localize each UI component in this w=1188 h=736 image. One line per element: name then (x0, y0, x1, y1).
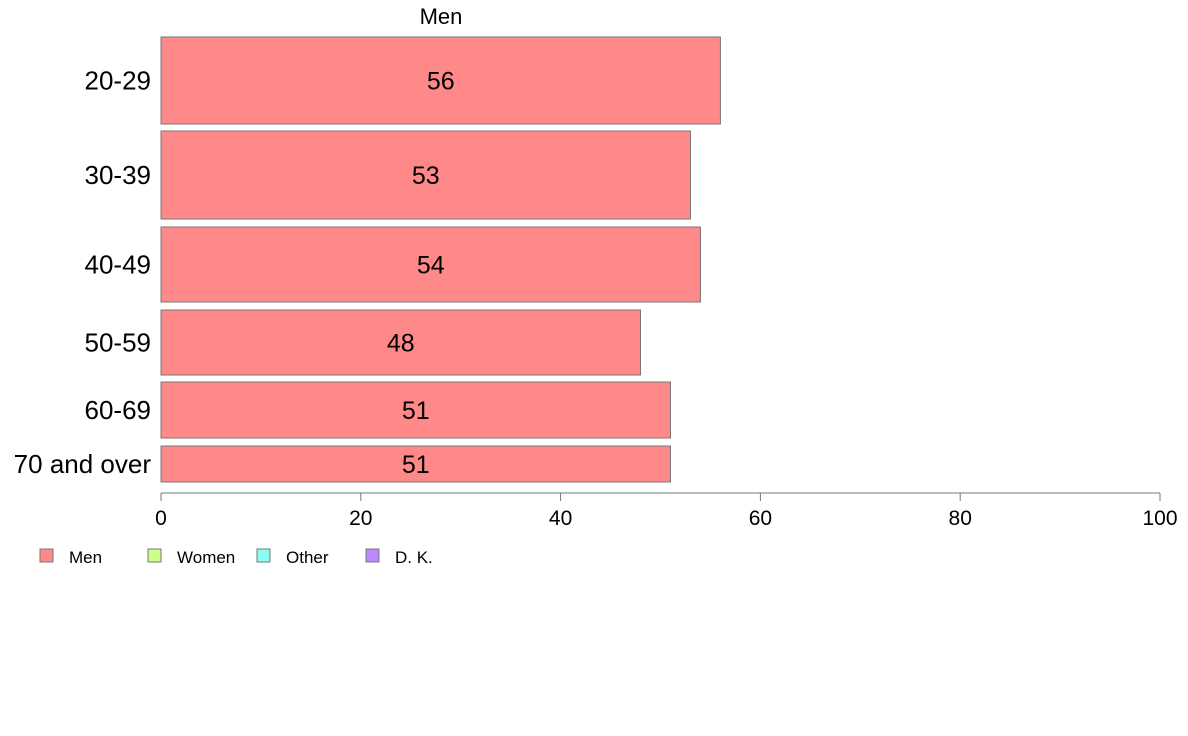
x-tick-label: 0 (155, 507, 167, 530)
x-tick-label: 80 (949, 507, 972, 530)
x-tick-label: 60 (749, 507, 772, 530)
category-labels: 20-29 30-39 40-49 50-59 60-69 70 and over (14, 66, 152, 480)
bar-value-label: 51 (402, 397, 430, 425)
category-label: 60-69 (85, 395, 152, 425)
bar-70-and-over (160, 445, 671, 483)
legend-label: Men (69, 548, 102, 567)
bar-20-29 (160, 36, 721, 125)
x-tick-label: 40 (549, 507, 572, 530)
category-label: 50-59 (85, 328, 152, 358)
legend-swatch (365, 548, 380, 563)
legend: Men Women Other D. K. (39, 548, 433, 567)
legend-swatch (39, 548, 54, 563)
bars-group (160, 36, 721, 483)
bar-60-69 (160, 381, 671, 439)
panel-title: Men (420, 4, 463, 29)
category-label: 40-49 (85, 250, 152, 280)
bar-30-39 (160, 130, 691, 220)
category-label: 70 and over (14, 449, 152, 479)
legend-swatch (147, 548, 162, 563)
category-label: 20-29 (85, 66, 152, 96)
bar-40-49 (160, 226, 701, 303)
bar-value-labels: 56 53 54 48 51 51 (387, 68, 455, 480)
x-axis: 0 20 40 60 80 100 (155, 492, 1178, 530)
x-tick-label: 20 (349, 507, 372, 530)
category-label: 30-39 (85, 160, 152, 190)
bar-value-label: 48 (387, 330, 415, 358)
x-tick-label: 100 (1142, 507, 1177, 530)
legend-label: Women (177, 548, 235, 567)
bar-50-59 (160, 309, 642, 376)
bar-value-label: 51 (402, 451, 430, 479)
legend-label: D. K. (395, 548, 433, 567)
bar-value-label: 54 (417, 252, 445, 280)
legend-label: Other (286, 548, 329, 567)
legend-swatch (256, 548, 271, 563)
bar-value-label: 53 (412, 162, 440, 190)
bar-value-label: 56 (427, 68, 455, 96)
